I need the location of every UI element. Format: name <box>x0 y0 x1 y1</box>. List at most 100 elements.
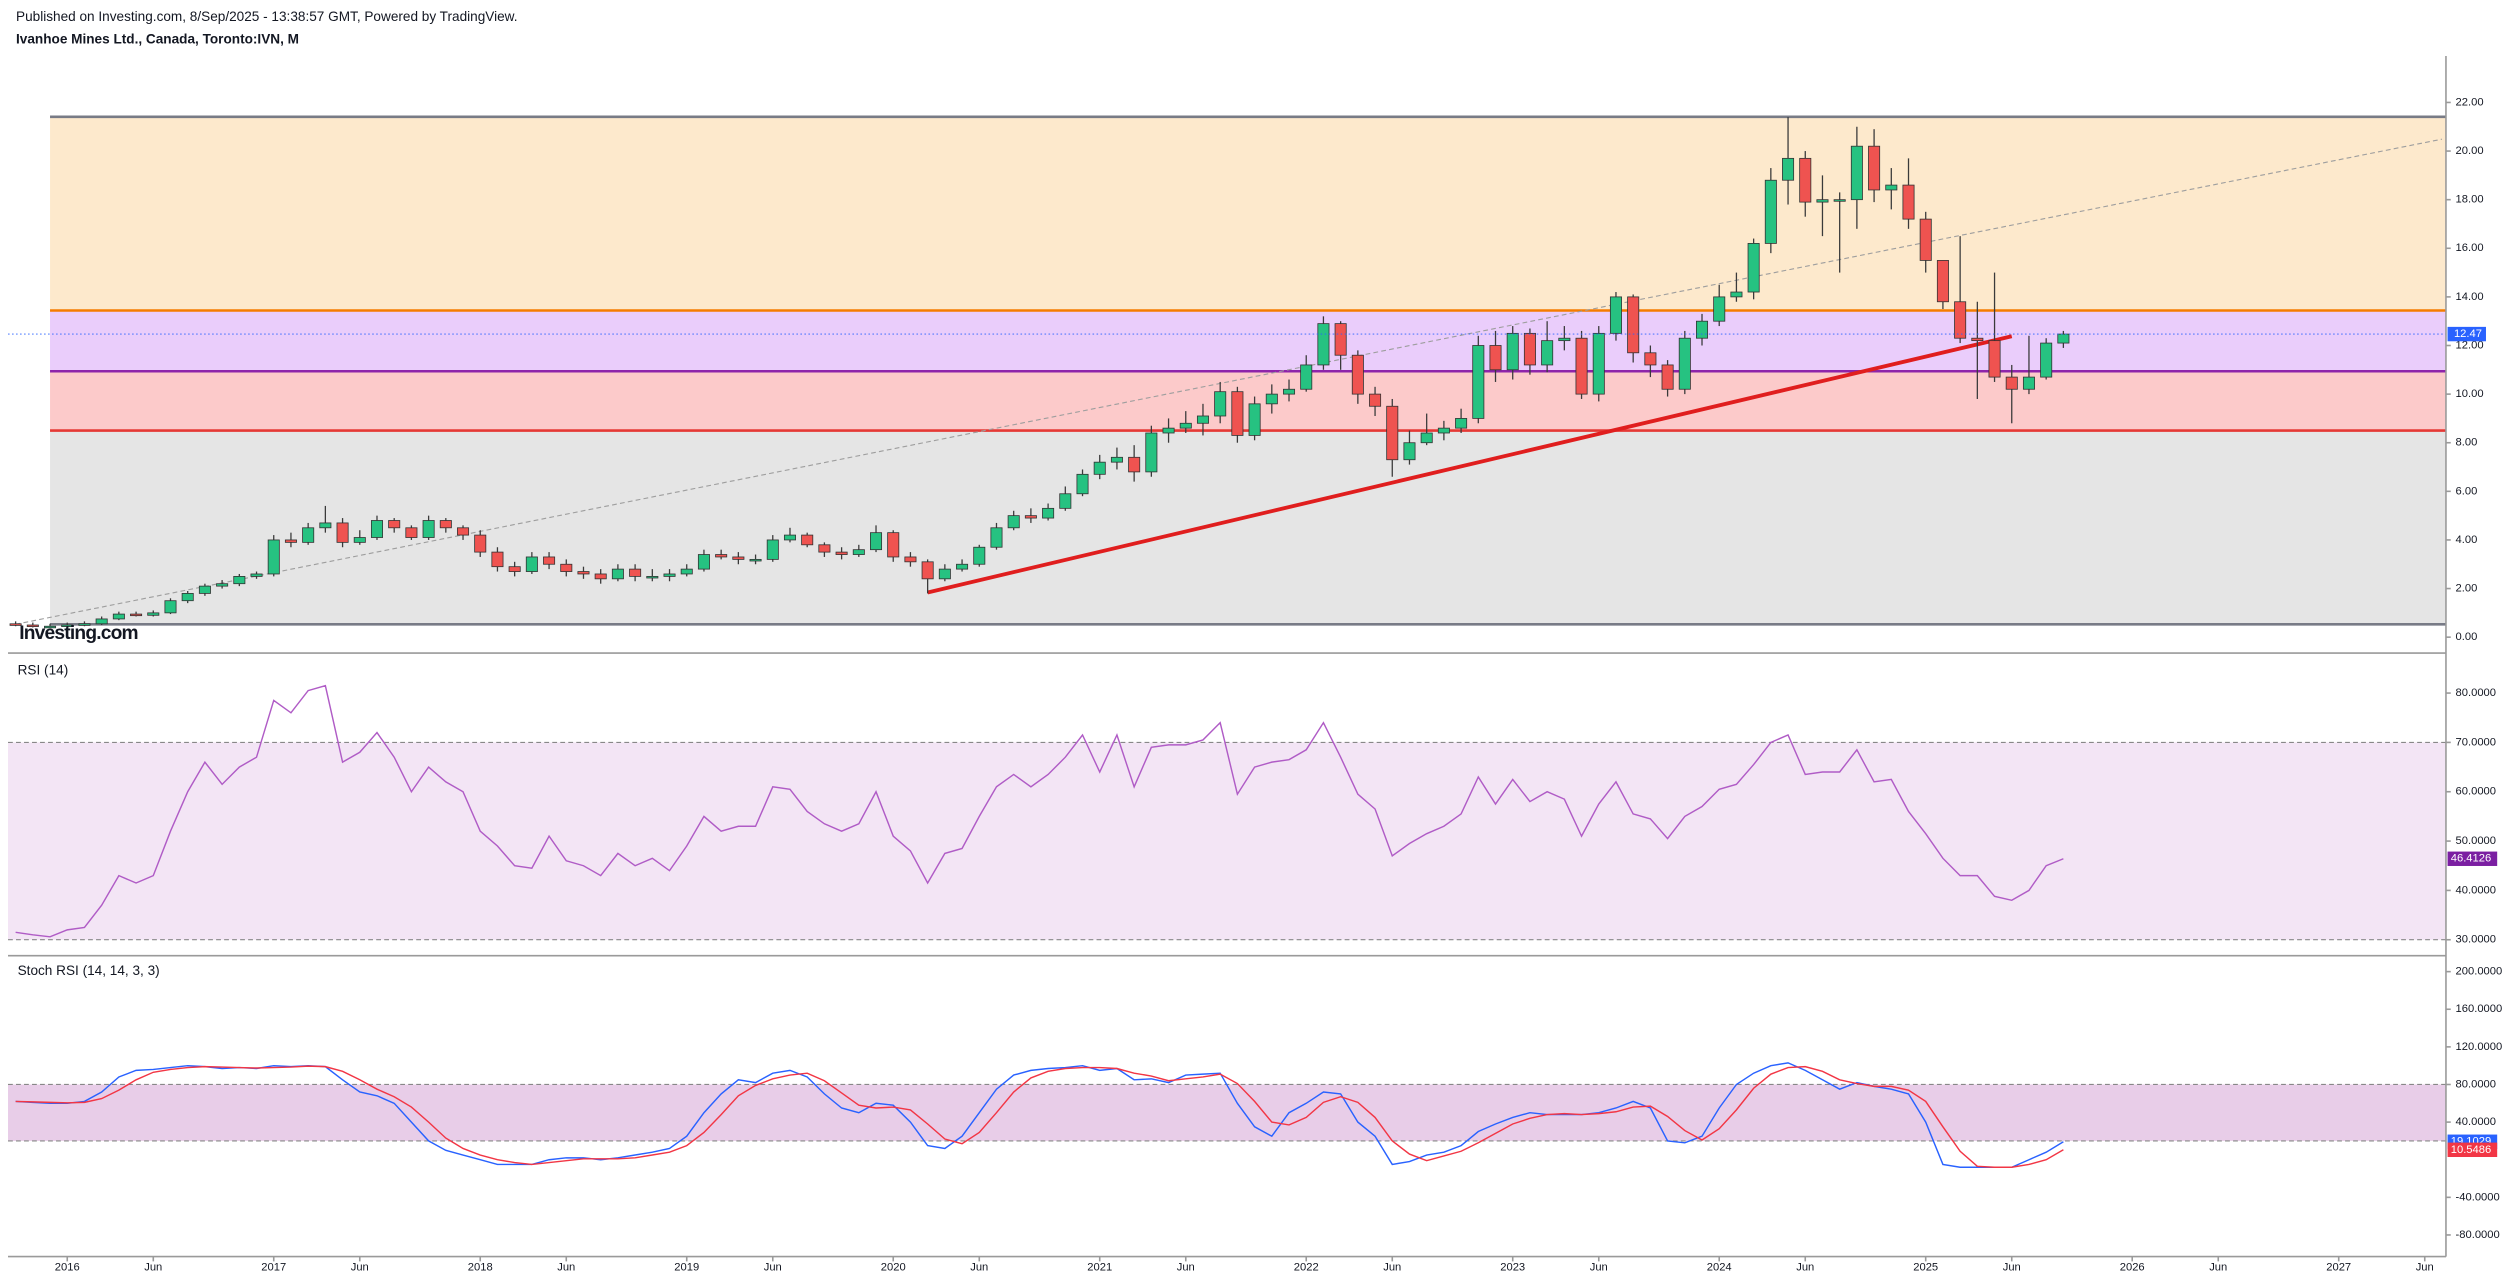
candle-body <box>525 556 538 572</box>
candle-body <box>319 522 332 529</box>
marks <box>8 117 2446 1168</box>
candle-body <box>766 539 779 560</box>
y-tick-label: 12.00 <box>2456 339 2484 351</box>
candle-body <box>1145 432 1158 473</box>
candle-body <box>370 520 383 538</box>
candle-body <box>1661 364 1674 390</box>
y-tick-label: 4.00 <box>2456 534 2478 546</box>
x-tick-label: 2026 <box>2120 1262 2145 1274</box>
candle-body <box>577 571 590 575</box>
trend-line <box>927 334 2013 595</box>
candle-body <box>1231 391 1244 436</box>
x-tick-label: 2018 <box>468 1262 493 1274</box>
candle-body <box>1110 456 1123 463</box>
candle-body <box>1644 352 1657 366</box>
x-tick-label: 2019 <box>674 1262 699 1274</box>
x-tick-label: Jun <box>1383 1262 1401 1274</box>
candle-body <box>1541 340 1554 366</box>
candle-body <box>749 558 762 562</box>
candle-body <box>1988 340 2001 378</box>
candle-body <box>508 566 521 572</box>
y-tick-label: 14.00 <box>2456 291 2484 303</box>
x-tick-label: Jun <box>1590 1262 1608 1274</box>
candle-body <box>78 623 91 626</box>
last-price-box <box>2447 326 2486 342</box>
candle-body <box>388 520 401 529</box>
x-tick-label: 2020 <box>881 1262 906 1274</box>
y-tick-label: 60.0000 <box>2456 786 2496 798</box>
y-tick-label: 80.0000 <box>2456 1078 2496 1090</box>
watermark: Investing.com <box>19 623 138 644</box>
y-tick-label: 200.0000 <box>2456 966 2503 978</box>
x-tick-label: 2025 <box>1913 1262 1938 1274</box>
y-tick-label: -40.0000 <box>2456 1191 2500 1203</box>
y-tick-label: 20.00 <box>2456 145 2484 157</box>
candle-body <box>147 612 160 616</box>
y-tick-label: 80.0000 <box>2456 687 2496 699</box>
candle-body <box>353 537 366 543</box>
candle-body <box>9 623 22 626</box>
candle-body <box>1179 422 1192 429</box>
series-line <box>15 1062 2064 1168</box>
y-tick-label: 6.00 <box>2456 485 2478 497</box>
candle-body <box>1885 184 1898 191</box>
candle-body <box>1919 218 1932 261</box>
candle-body <box>611 568 624 580</box>
x-tick-label: Jun <box>144 1262 162 1274</box>
candle-body <box>1850 145 1863 201</box>
candle-body <box>921 561 934 580</box>
trend-line <box>15 138 2443 625</box>
last-value-label: 19.1029 <box>2451 1136 2491 1148</box>
candle-body <box>1747 243 1760 293</box>
series-line <box>15 1065 2064 1168</box>
candle-body <box>44 625 57 629</box>
candle-body <box>1523 332 1536 366</box>
last-price-label: 12.47 <box>2454 328 2482 340</box>
candle-body <box>181 593 194 602</box>
x-tick-label: 2016 <box>55 1262 80 1274</box>
candle-body <box>95 618 108 625</box>
candle-body <box>1472 345 1485 419</box>
y-tick-label: 40.0000 <box>2456 884 2496 896</box>
candle-body <box>1868 145 1881 191</box>
candle-body <box>594 573 607 580</box>
candle-body <box>801 534 814 546</box>
series-line <box>15 684 2064 938</box>
last-value-box <box>2447 1142 2498 1158</box>
y-tick-label: 10.00 <box>2456 388 2484 400</box>
candle-body <box>629 568 642 577</box>
candle-body <box>783 534 796 541</box>
candle-body <box>1730 291 1743 298</box>
last-value-label: 10.5486 <box>2451 1144 2491 1156</box>
candle-body <box>1093 461 1106 475</box>
candle-body <box>818 544 831 553</box>
y-tick-label: 40.0000 <box>2456 1116 2496 1128</box>
candle-body <box>1007 515 1020 529</box>
pane-title: Stoch RSI (14, 14, 3, 3) <box>18 963 160 978</box>
band <box>8 742 2446 940</box>
candle-body <box>2040 342 2053 378</box>
candle-body <box>198 585 211 594</box>
candle-body <box>1506 332 1519 371</box>
candle-body <box>1042 507 1055 519</box>
candle-body <box>1076 473 1089 495</box>
y-tick-label: 18.00 <box>2456 194 2484 206</box>
candle-body <box>267 539 280 575</box>
published-note: Published on Investing.com, 8/Sep/2025 -… <box>16 9 518 24</box>
last-value-box <box>2447 851 2498 866</box>
candle-body <box>938 568 951 580</box>
candle-body <box>1196 415 1209 424</box>
candle-body <box>1713 296 1726 322</box>
y-tick-label: 16.00 <box>2456 242 2484 254</box>
candle-body <box>715 554 728 558</box>
candle-body <box>164 600 177 614</box>
x-tick-label: 2027 <box>2326 1262 2351 1274</box>
candle-body <box>1971 337 1984 342</box>
x-tick-label: Jun <box>970 1262 988 1274</box>
x-tick-label: Jun <box>557 1262 575 1274</box>
candle-body <box>1386 405 1399 461</box>
candle-body <box>990 527 1003 548</box>
candle-body <box>1696 320 1709 339</box>
